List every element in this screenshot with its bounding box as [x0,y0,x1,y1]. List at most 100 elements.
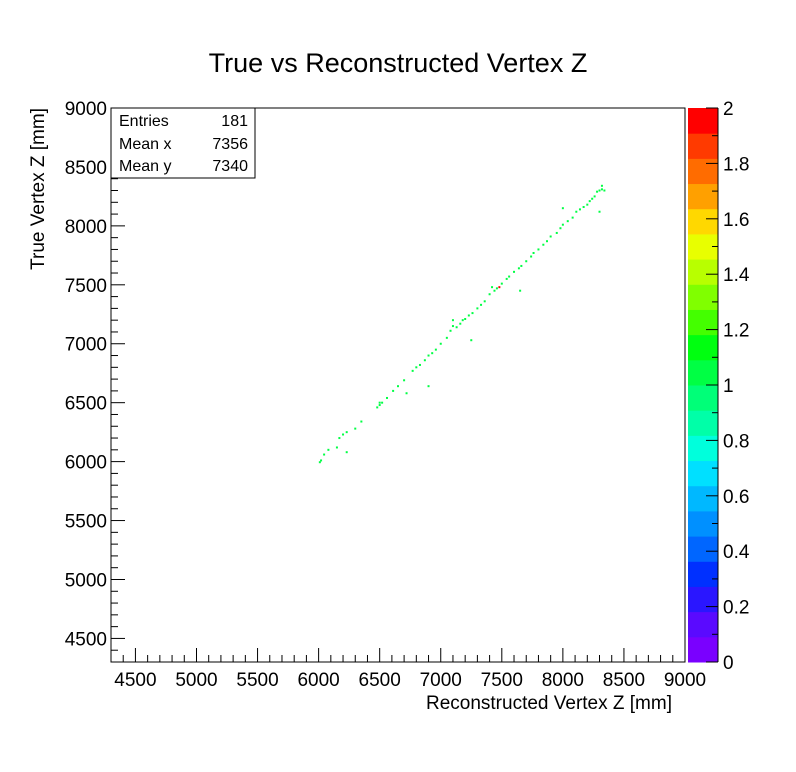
data-point [397,385,399,388]
data-point [342,433,345,436]
data-point [571,216,574,219]
data-point [403,379,406,382]
y-tick-label: 6000 [65,453,107,474]
color-scale-band [688,611,718,638]
data-point [582,206,585,209]
data-point [392,389,395,392]
color-scale-band [688,259,718,285]
data-point [386,396,389,399]
stats-mean-y-value: 7340 [212,158,248,175]
data-point [318,461,321,464]
data-point [598,189,601,192]
data-point [439,342,442,345]
data-point [464,317,467,320]
data-point [431,352,434,355]
data-point [470,339,473,342]
y-tick-label: 7000 [65,335,107,356]
data-point [345,431,348,434]
color-scale-tick-label: 0 [723,653,734,674]
data-point [488,293,491,296]
color-scale-tick-label: 1.2 [723,321,749,342]
data-point [455,326,458,329]
color-scale-band [688,359,718,386]
x-tick-label: 7500 [481,670,523,691]
data-point [513,270,516,273]
chart-title: True vs Reconstructed Vertex Z [209,48,588,78]
data-point [376,406,379,409]
data-point [427,354,430,357]
y-tick-label: 9000 [65,99,107,120]
color-scale-tick-label: 0.8 [723,431,749,452]
color-scale-band [688,460,718,487]
y-tick-label: 8000 [65,217,107,238]
data-point [600,188,603,191]
data-point [588,200,591,203]
data-point [491,286,494,289]
color-scale-band [688,636,718,663]
x-tick-label: 5000 [175,670,217,691]
y-tick-label: 5500 [65,512,107,533]
color-scale-tick-label: 0.4 [723,542,750,563]
stats-box-frame [110,107,256,179]
data-point [559,227,562,230]
stats-mean-y-label: Mean y [119,158,171,175]
data-point [519,289,522,292]
color-scale-band [688,586,718,613]
data-point [415,366,418,369]
data-points [318,184,606,464]
x-tick-label: 7000 [420,670,462,691]
data-point [575,210,578,213]
stats-mean-x-label: Mean x [119,136,171,153]
color-scale: 0 0.2 0.4 0.6 0.8 1 1.2 1.4 1.6 1.8 2 [688,99,750,674]
y-tick-label: 4500 [65,629,107,650]
data-point [327,448,330,451]
data-point [561,207,564,210]
data-point [445,336,448,339]
data-point [411,369,414,372]
y-tick-label: 5000 [65,570,107,591]
data-point [423,359,426,362]
stats-entries-label: Entries [119,113,169,130]
stats-box: Entries 181 Mean x 7356 Mean y 7340 [110,107,256,179]
data-point [471,312,474,315]
data-point [542,243,545,246]
data-point [459,322,462,325]
data-point [323,453,326,456]
data-point [360,420,363,423]
data-point [449,329,452,332]
data-point [320,459,323,462]
color-scale-band [688,334,718,361]
color-scale-band [688,435,718,462]
x-tick-label: 6500 [359,670,401,691]
data-point [378,404,381,407]
x-tick-label: 4500 [114,670,156,691]
y-axis: 4500 5000 5500 6000 6500 7000 7500 8000 8500 9000 [65,99,125,663]
data-point [603,189,606,192]
x-tick-label: 9000 [664,670,706,691]
color-scale-band [688,133,718,159]
data-point [451,325,454,328]
data-point [517,267,520,270]
data-point [434,348,437,351]
color-scale-band [688,108,718,134]
data-point [600,184,603,187]
data-point [418,363,421,366]
color-scale-tick-label: 0.6 [723,487,749,508]
data-point [345,451,348,454]
data-point [555,231,558,234]
x-tick-label: 6000 [297,670,339,691]
data-point [381,401,384,404]
color-scale-band [688,485,718,512]
data-point [530,255,533,258]
data-point [498,286,501,289]
x-tick-label: 8000 [542,670,584,691]
color-scale-tick-label: 1.4 [723,265,750,286]
data-point [500,282,503,285]
data-point [525,260,528,263]
x-tick-label: 5500 [236,670,278,691]
data-point [338,437,341,440]
data-point [578,208,581,211]
color-scale-tick-label: 1.6 [723,210,749,231]
color-scale-band [688,561,718,587]
